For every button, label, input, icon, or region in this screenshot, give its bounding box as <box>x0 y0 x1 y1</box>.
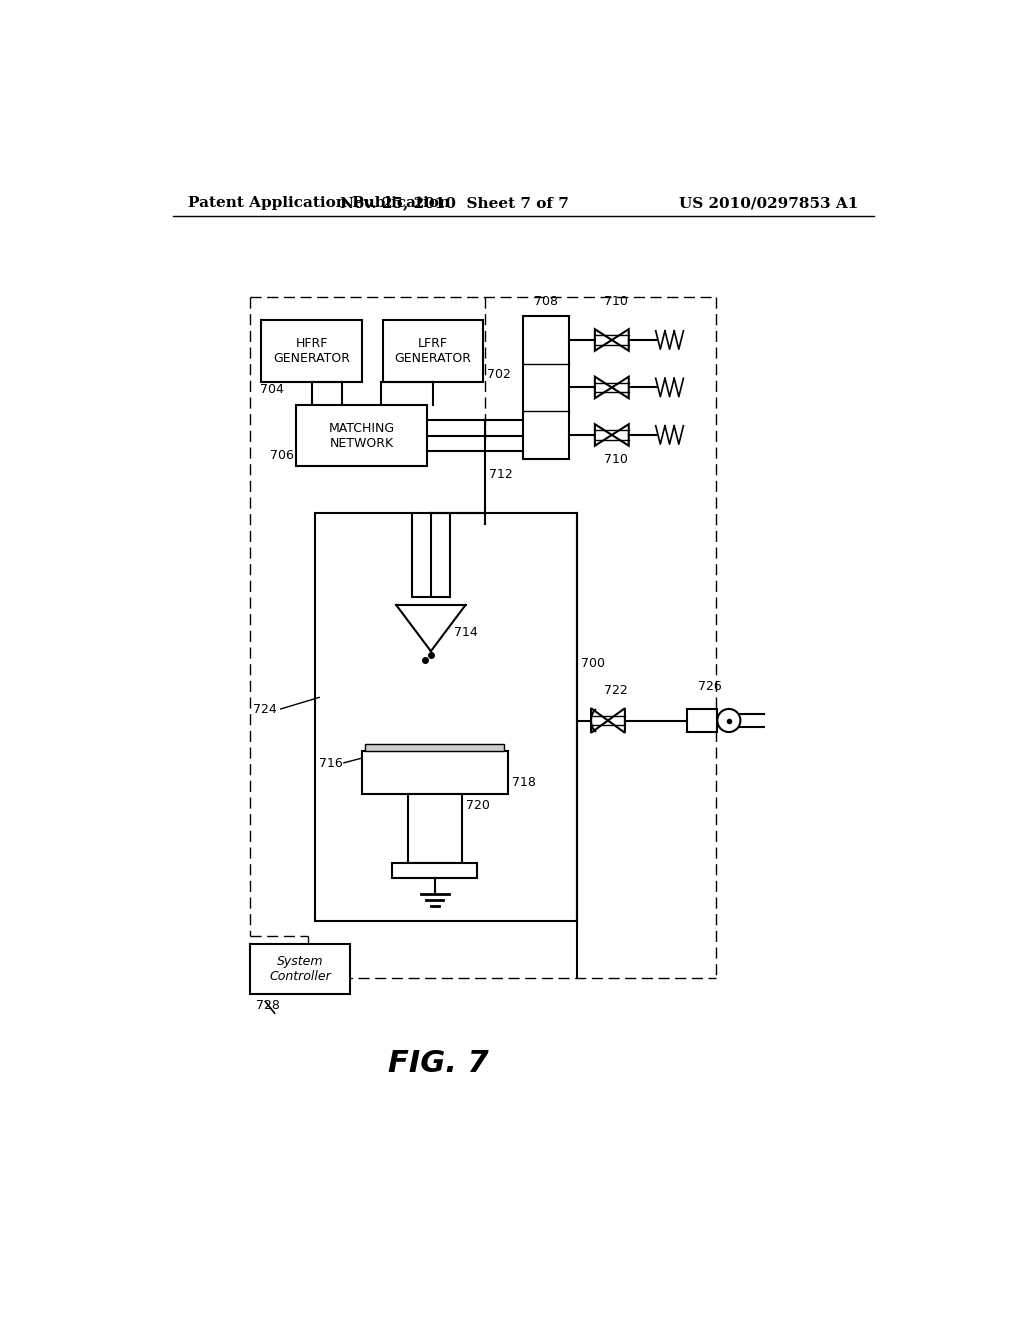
Text: 700: 700 <box>581 656 605 669</box>
Text: 710: 710 <box>604 294 628 308</box>
Text: 728: 728 <box>256 999 280 1012</box>
Text: 706: 706 <box>270 449 294 462</box>
Text: 726: 726 <box>697 680 722 693</box>
Text: 722: 722 <box>604 684 628 697</box>
Text: US 2010/0297853 A1: US 2010/0297853 A1 <box>679 197 858 210</box>
Text: 718: 718 <box>512 776 536 789</box>
Bar <box>261 321 361 381</box>
Text: 704: 704 <box>260 383 284 396</box>
Bar <box>361 751 508 793</box>
Bar <box>523 317 569 459</box>
Text: System
Controller: System Controller <box>269 954 331 983</box>
Bar <box>408 793 462 863</box>
Bar <box>383 321 483 381</box>
Text: Patent Application Publication: Patent Application Publication <box>188 197 451 210</box>
Bar <box>250 944 350 994</box>
Text: 716: 716 <box>318 756 342 770</box>
Bar <box>392 863 477 878</box>
Bar <box>366 743 504 751</box>
Bar <box>296 405 427 466</box>
Text: 712: 712 <box>488 469 512 480</box>
Text: 710: 710 <box>604 453 628 466</box>
Text: 724: 724 <box>253 702 276 715</box>
Text: 702: 702 <box>487 368 511 381</box>
Text: Nov. 25, 2010  Sheet 7 of 7: Nov. 25, 2010 Sheet 7 of 7 <box>340 197 568 210</box>
Text: MATCHING
NETWORK: MATCHING NETWORK <box>329 421 394 450</box>
Text: 714: 714 <box>454 626 478 639</box>
Bar <box>315 512 578 921</box>
Bar <box>686 709 717 733</box>
Text: LFRF
GENERATOR: LFRF GENERATOR <box>394 337 472 364</box>
Text: FIG. 7: FIG. 7 <box>388 1048 488 1077</box>
Text: 708: 708 <box>535 294 558 308</box>
Text: 720: 720 <box>466 799 489 812</box>
Text: HFRF
GENERATOR: HFRF GENERATOR <box>273 337 350 364</box>
